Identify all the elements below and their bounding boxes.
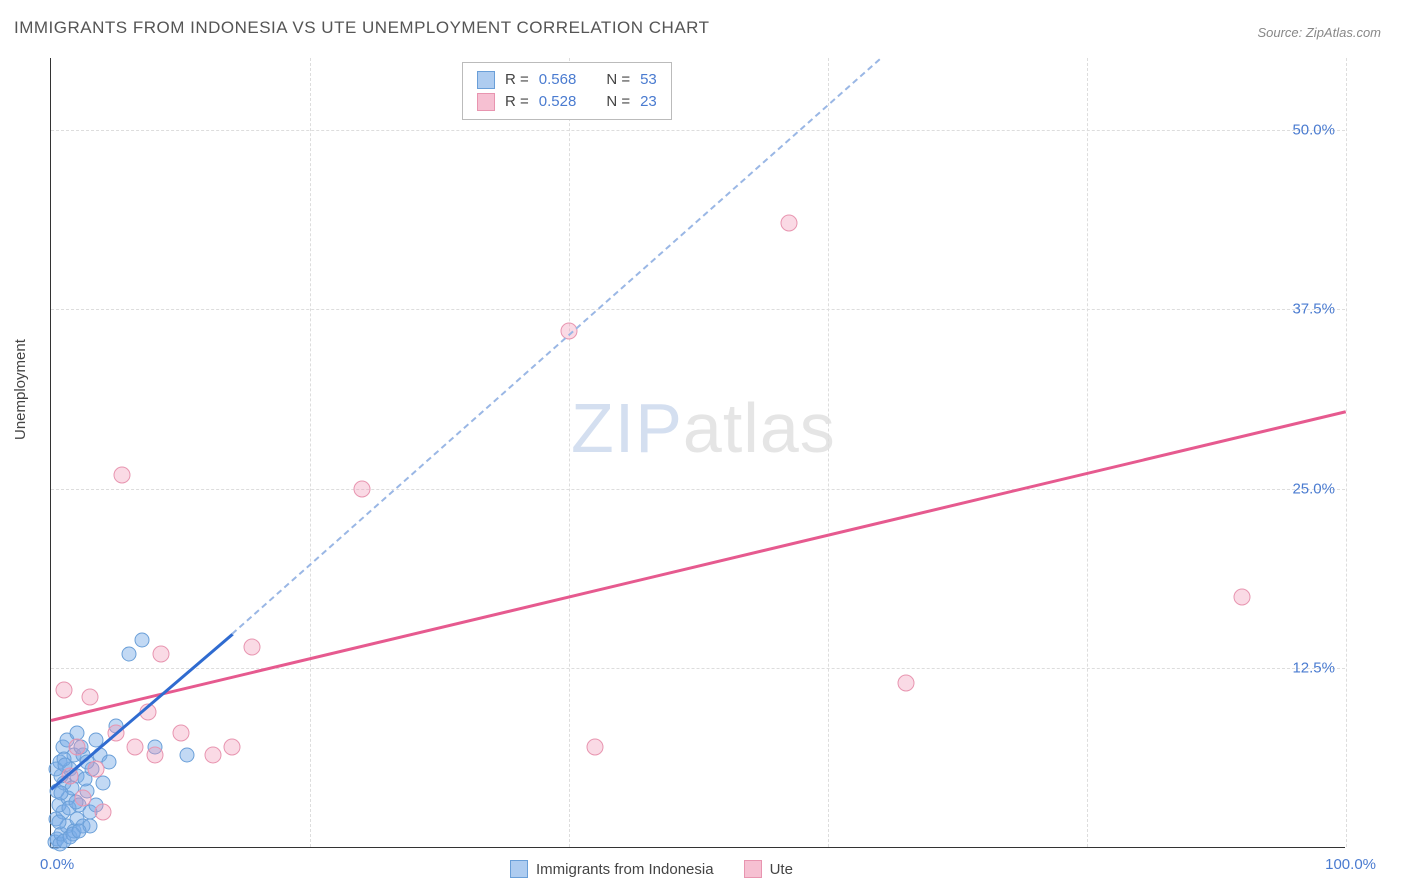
legend-n-value: 53 bbox=[640, 69, 657, 91]
scatter-point bbox=[897, 674, 914, 691]
scatter-point bbox=[72, 823, 87, 838]
watermark-zip: ZIP bbox=[571, 389, 683, 467]
scatter-point bbox=[243, 638, 260, 655]
scatter-point bbox=[353, 480, 370, 497]
grid-line bbox=[1346, 58, 1347, 847]
grid-line bbox=[1087, 58, 1088, 847]
legend-r-value: 0.528 bbox=[539, 91, 577, 113]
trend-line bbox=[232, 58, 881, 634]
legend-stat-row: R = 0.528 N = 23 bbox=[477, 91, 657, 113]
scatter-point bbox=[75, 789, 92, 806]
x-tick-label: 0.0% bbox=[40, 856, 74, 873]
legend-swatch bbox=[477, 93, 495, 111]
trend-line bbox=[51, 410, 1347, 721]
y-tick-label: 37.5% bbox=[1292, 301, 1335, 318]
scatter-point bbox=[51, 815, 66, 830]
legend-swatch bbox=[510, 860, 528, 878]
legend-stats: R = 0.568 N = 53 R = 0.528 N = 23 bbox=[462, 62, 672, 120]
grid-line bbox=[569, 58, 570, 847]
legend-stat-row: R = 0.568 N = 53 bbox=[477, 69, 657, 91]
y-axis-label: Unemployment bbox=[12, 339, 29, 440]
scatter-point bbox=[224, 739, 241, 756]
scatter-point bbox=[146, 746, 163, 763]
scatter-point bbox=[88, 761, 105, 778]
grid-line bbox=[51, 309, 1345, 310]
watermark-atlas: atlas bbox=[683, 389, 836, 467]
legend-series-label: Ute bbox=[770, 861, 793, 878]
x-tick-label: 100.0% bbox=[1325, 856, 1376, 873]
legend-r-label: R = bbox=[505, 91, 529, 113]
scatter-point bbox=[127, 739, 144, 756]
legend-swatch bbox=[477, 71, 495, 89]
trend-line bbox=[50, 633, 233, 790]
scatter-point bbox=[172, 725, 189, 742]
grid-line bbox=[310, 58, 311, 847]
grid-line bbox=[51, 668, 1345, 669]
legend-series: Immigrants from Indonesia Ute bbox=[510, 860, 793, 878]
scatter-point bbox=[54, 786, 69, 801]
y-tick-label: 12.5% bbox=[1292, 660, 1335, 677]
scatter-point bbox=[114, 466, 131, 483]
source-attribution: Source: ZipAtlas.com bbox=[1257, 25, 1381, 40]
scatter-point bbox=[94, 804, 111, 821]
legend-swatch bbox=[744, 860, 762, 878]
legend-n-label: N = bbox=[606, 69, 630, 91]
scatter-point bbox=[1234, 588, 1251, 605]
y-tick-label: 50.0% bbox=[1292, 121, 1335, 138]
scatter-point bbox=[586, 739, 603, 756]
legend-n-value: 23 bbox=[640, 91, 657, 113]
y-tick-label: 25.0% bbox=[1292, 480, 1335, 497]
watermark: ZIPatlas bbox=[571, 388, 836, 468]
legend-r-value: 0.568 bbox=[539, 69, 577, 91]
correlation-chart: IMMIGRANTS FROM INDONESIA VS UTE UNEMPLO… bbox=[0, 0, 1406, 892]
legend-r-label: R = bbox=[505, 69, 529, 91]
scatter-point bbox=[95, 776, 110, 791]
scatter-point bbox=[153, 646, 170, 663]
scatter-point bbox=[81, 689, 98, 706]
grid-line bbox=[51, 130, 1345, 131]
grid-line bbox=[51, 489, 1345, 490]
scatter-point bbox=[781, 215, 798, 232]
grid-line bbox=[828, 58, 829, 847]
chart-title: IMMIGRANTS FROM INDONESIA VS UTE UNEMPLO… bbox=[14, 18, 710, 38]
legend-series-item: Ute bbox=[744, 860, 793, 878]
legend-series-item: Immigrants from Indonesia bbox=[510, 860, 714, 878]
scatter-point bbox=[55, 682, 72, 699]
scatter-point bbox=[121, 647, 136, 662]
plot-area: ZIPatlas 12.5% 25.0% 37.5% 50.0% bbox=[50, 58, 1345, 848]
scatter-point bbox=[179, 747, 194, 762]
scatter-point bbox=[134, 632, 149, 647]
scatter-point bbox=[204, 746, 221, 763]
scatter-point bbox=[68, 739, 85, 756]
legend-n-label: N = bbox=[606, 91, 630, 113]
legend-series-label: Immigrants from Indonesia bbox=[536, 861, 714, 878]
